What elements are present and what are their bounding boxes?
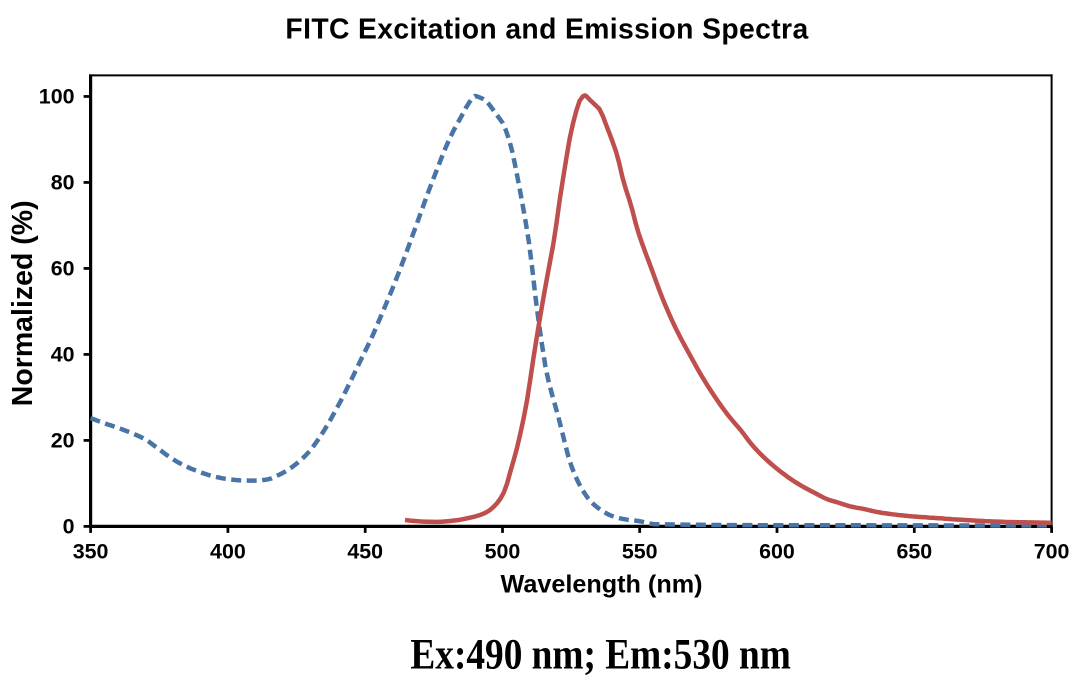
svg-text:Wavelength (nm): Wavelength (nm): [501, 571, 703, 599]
svg-text:80: 80: [51, 171, 75, 195]
svg-text:700: 700: [1034, 539, 1070, 563]
svg-text:600: 600: [759, 539, 795, 563]
svg-text:FITC Excitation and Emission S: FITC Excitation and Emission Spectra: [285, 12, 808, 44]
svg-text:550: 550: [622, 539, 658, 563]
svg-text:450: 450: [347, 539, 383, 563]
svg-text:400: 400: [210, 539, 246, 563]
svg-text:350: 350: [73, 539, 109, 563]
svg-text:650: 650: [896, 539, 932, 563]
svg-text:40: 40: [51, 343, 75, 367]
svg-text:500: 500: [485, 539, 521, 563]
svg-text:Normalized (%): Normalized (%): [7, 200, 39, 406]
svg-text:Ex:490 nm; Em:530 nm: Ex:490 nm; Em:530 nm: [410, 630, 790, 678]
svg-text:0: 0: [63, 515, 75, 539]
svg-text:100: 100: [39, 85, 75, 109]
svg-text:60: 60: [51, 257, 75, 281]
svg-text:20: 20: [51, 429, 75, 453]
